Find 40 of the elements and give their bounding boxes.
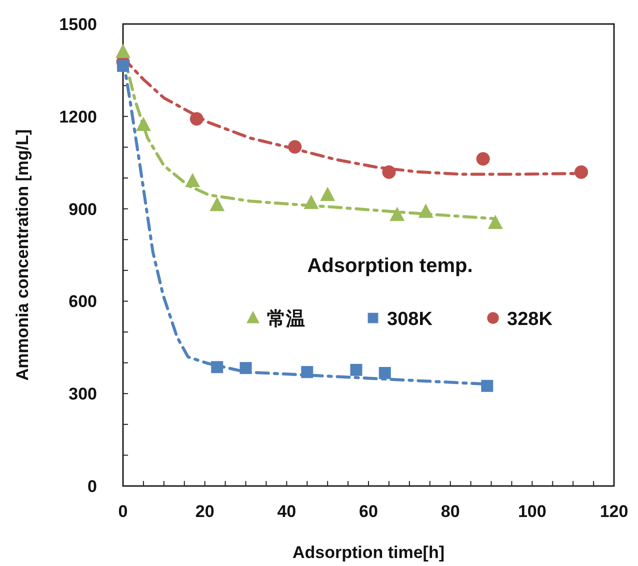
- point: [418, 204, 434, 218]
- x-tick-label: 20: [195, 502, 214, 521]
- y-axis-title: Ammonia concentration [mg/L]: [13, 129, 32, 381]
- point: [350, 364, 362, 376]
- x-tick-label: 100: [518, 502, 546, 521]
- point: [304, 194, 319, 209]
- y-tick-label: 600: [68, 292, 97, 312]
- point: [390, 206, 405, 221]
- point: [378, 366, 391, 379]
- x-axis-title: Adsorption time[h]: [292, 543, 445, 562]
- y-tick-label: 300: [68, 384, 97, 404]
- legend-title: Adsorption temp.: [307, 255, 473, 277]
- y-tick-label: 1200: [59, 107, 97, 126]
- point: [190, 112, 204, 126]
- point: [288, 140, 302, 154]
- point: [117, 60, 129, 72]
- x-tick-label: 60: [359, 502, 378, 521]
- point: [211, 361, 224, 374]
- legend-label: 328K: [507, 309, 553, 330]
- x-tick-label: 120: [600, 502, 628, 521]
- point: [476, 152, 490, 166]
- point: [301, 366, 314, 378]
- point: [185, 172, 200, 188]
- y-tick-label: 900: [68, 200, 97, 219]
- point: [116, 44, 130, 58]
- point: [210, 196, 225, 212]
- y-tick-label: 0: [88, 477, 97, 496]
- point: [488, 214, 503, 229]
- x-tick-label: 40: [277, 502, 296, 521]
- point: [382, 165, 396, 179]
- x-tick-label: 0: [118, 502, 128, 521]
- x-tick-label: 80: [440, 502, 460, 521]
- legend-label: 常温: [267, 308, 305, 330]
- y-tick-label: 1500: [59, 15, 97, 34]
- point: [136, 116, 151, 132]
- legend-label: 308K: [387, 309, 433, 330]
- point: [481, 380, 494, 392]
- point: [574, 165, 588, 179]
- point: [320, 186, 336, 201]
- point: [240, 362, 252, 374]
